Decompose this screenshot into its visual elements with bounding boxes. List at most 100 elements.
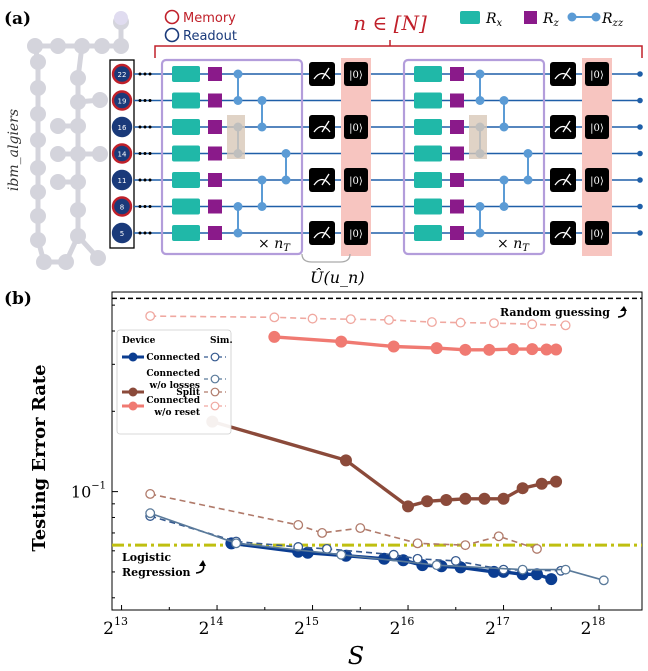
legend-label: Split [176,388,201,398]
legend-sim-marker [210,374,220,384]
data-point-split-sim- [412,538,423,549]
rz-gate [208,146,222,161]
rz-gate [208,120,222,134]
crossing-marker [227,115,245,159]
rx-legend-icon [460,11,480,24]
rzz-gate-dot [499,175,509,185]
coupling-node [70,70,86,86]
rzz-gate-dot [233,96,243,105]
random-guessing-arrowhead [620,306,627,311]
reset-label: |0⟩ [590,176,604,187]
x-tick-exponent: 13 [114,615,128,628]
data-point-connected-w-o-reset-sim- [455,317,466,328]
rzz-gate-dot [233,202,243,211]
panel-b-chart: (b) Testing Error Rate S 213 214 215 216 217… [4,289,643,670]
data-point-connected-w-o-losses-sim- [560,564,571,575]
coupling-node [70,118,86,134]
coupling-node [50,146,66,162]
data-point-connected-w-o-reset-sim- [383,314,394,325]
qubit-label: 5 [120,230,124,238]
measure-arc [554,231,572,239]
x-tick-exponent: 16 [400,615,414,628]
legend-box [116,329,232,435]
panel-a-label: (a) [4,9,31,29]
repeat-label-1: × nT [258,236,291,254]
coupling-node [90,250,106,266]
qubit-22 [111,63,133,85]
coupling-node [94,38,110,54]
rx-gate [414,92,442,109]
reset-gate [344,62,368,86]
coupling-node [30,232,46,248]
rzz-legend-dot-right [591,12,601,22]
wire-dot [138,178,142,182]
data-point-connected-w-o-reset-device [430,342,443,355]
rzz-gate-dot [523,149,533,158]
x-tick-label: 215 [294,615,319,639]
series-line-connected-w-o-reset-sim- [150,315,566,327]
reset-label: |0⟩ [590,123,604,134]
data-point-split-device [339,454,352,467]
data-point-connected-w-o-reset-sim- [426,317,437,328]
legend-sim-marker [210,401,220,411]
x-tick-exponent: 15 [305,615,319,628]
data-point-connected-w-o-losses-sim- [231,538,242,549]
wire-dot [148,72,152,76]
rx-gate [172,66,200,82]
series-group [145,311,609,586]
rx-gate [172,119,200,135]
rz-legend-label: Rz [542,11,560,29]
legend-header-sim: Sim. [210,336,233,346]
data-point-connected-sim- [321,543,332,554]
memory-legend-label: Memory [183,11,236,26]
legend-sim-marker [210,387,220,397]
rzz-gate-dot [499,202,509,211]
measure-arc [554,125,572,133]
measure-needle [321,120,330,133]
data-point-connected-w-o-reset-device [387,340,400,353]
reset-label: |0⟩ [349,70,363,81]
coupling-node [70,94,86,110]
data-point-split-sim- [460,540,471,551]
data-point-split-device [440,494,453,507]
rzz-gate-dot [499,96,509,105]
data-point-connected-w-o-reset-sim- [489,318,499,329]
rzz-gate-dot [475,96,485,105]
wire-dot [138,72,142,76]
wire-dot [138,205,142,208]
data-point-connected-device [530,568,543,581]
reset-gate [344,221,368,245]
rzz-gate-dot [257,175,267,185]
wire-dot [138,99,142,102]
coupling-node-highlight [114,11,128,25]
device-coupling-map [27,11,129,270]
wire-dot [148,125,152,129]
data-point-split-sim- [145,489,156,499]
reset-label: |0⟩ [349,123,363,134]
data-point-split-device [402,500,415,513]
data-point-split-device [421,495,434,508]
rz-gate [208,67,222,81]
reset-label: |0⟩ [590,70,604,81]
data-point-split-sim- [355,523,366,534]
coupling-node [30,132,46,148]
wire-dot [148,205,152,208]
legend-sim-marker [210,352,220,362]
x-tick-label: 218 [581,615,606,639]
coupling-node [70,174,86,190]
measure-needle [562,120,571,133]
data-point-split-device [516,482,529,495]
legend-device-marker [128,352,138,362]
data-point-split-device [550,475,563,488]
measure-arc [313,231,331,239]
logistic-arrowhead [199,560,206,566]
reset-gate [344,168,368,192]
wire-dot [143,231,147,235]
unitary-label: Û(u_n) [310,267,365,287]
y-tick-exponent: −1 [91,481,106,492]
data-point-connected-w-o-reset-sim- [145,311,156,322]
data-point-connected-w-o-reset-device [540,343,553,356]
qubit-5 [111,222,133,244]
wire-dot [148,99,152,102]
